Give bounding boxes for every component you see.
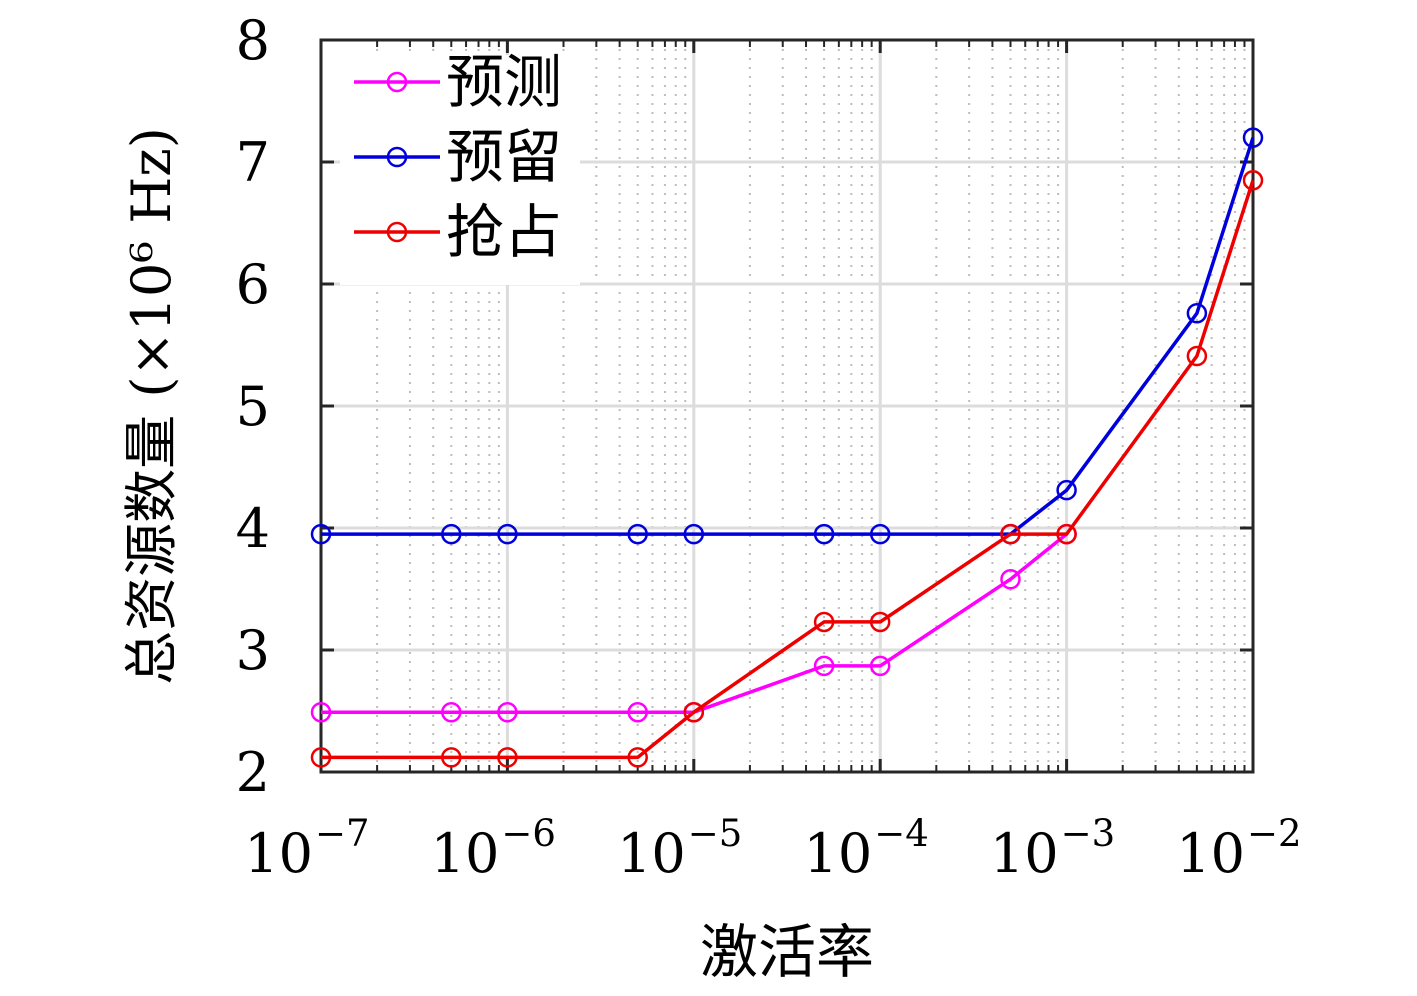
legend-box	[340, 55, 580, 285]
x-tick-label-exponent: −7	[315, 812, 370, 855]
x-tick-label-base: 10	[1176, 822, 1245, 885]
y-tick-label: 8	[236, 9, 270, 72]
x-tick-label-base: 10	[617, 822, 686, 885]
x-tick-label-base: 10	[803, 822, 872, 885]
x-axis-label: 激活率	[700, 918, 874, 986]
x-tick-label: 10 −4	[803, 812, 928, 885]
y-tick-label: 4	[236, 497, 270, 560]
data-point	[310, 523, 332, 545]
data-point	[813, 611, 835, 633]
data-point	[683, 701, 705, 723]
data-point	[1000, 523, 1021, 545]
x-tick-label: 10 −3	[990, 812, 1115, 885]
x-tick-label-base: 10	[244, 822, 313, 885]
y-tick-label: 5	[236, 375, 270, 438]
y-tick-label: 6	[236, 253, 270, 316]
y-tick-label: 7	[236, 131, 270, 194]
x-tick-label: 10 −2	[1176, 812, 1301, 885]
data-point	[627, 701, 648, 723]
data-point	[441, 523, 462, 545]
x-tick-label-exponent: −4	[874, 812, 929, 855]
data-point	[627, 747, 648, 768]
series-预留	[310, 127, 1264, 545]
x-tick-labels: 10 −7 10 −6 10 −5 10 −4 10 −3 10 −2	[244, 812, 1301, 885]
data-point	[1242, 170, 1264, 191]
data-point	[310, 701, 332, 723]
x-tick-label-base: 10	[431, 822, 500, 885]
data-point	[869, 611, 891, 633]
legend-swatch-marker	[386, 71, 408, 93]
x-tick-label-exponent: −5	[688, 812, 743, 855]
data-point	[813, 523, 835, 545]
data-point	[1186, 303, 1208, 324]
legend-label: 预留	[446, 123, 562, 191]
x-tick-label: 10 −6	[431, 812, 556, 885]
x-tick-label: 10 −7	[244, 812, 369, 885]
data-point	[497, 747, 518, 768]
x-tick-label-exponent: −3	[1061, 812, 1116, 855]
x-tick-label-exponent: −6	[501, 812, 556, 855]
series-group	[310, 127, 1264, 768]
data-point	[813, 655, 835, 677]
data-point	[1000, 568, 1021, 590]
x-tick-label-exponent: −2	[1247, 812, 1302, 855]
legend-item: 抢占	[354, 198, 562, 266]
legend-item: 预测	[354, 48, 562, 116]
x-tick-label-base: 10	[990, 822, 1059, 885]
data-point	[627, 523, 648, 545]
data-point	[310, 747, 332, 768]
x-tick-label: 10 −5	[617, 812, 742, 885]
legend-swatch-marker	[386, 146, 408, 168]
data-point	[1056, 479, 1077, 501]
data-point	[441, 747, 462, 768]
legend-swatch-marker	[386, 221, 408, 243]
legend-label: 抢占	[446, 198, 562, 266]
data-point	[869, 655, 891, 677]
data-point	[683, 523, 705, 545]
series-line	[321, 137, 1255, 536]
legend-label: 预测	[446, 48, 562, 116]
data-point	[497, 523, 518, 545]
series-line	[321, 179, 1255, 760]
data-point	[441, 701, 462, 723]
y-tick-label: 2	[236, 741, 270, 804]
data-point	[497, 701, 518, 723]
data-point	[1242, 127, 1264, 148]
data-point	[1186, 345, 1208, 367]
data-point	[869, 523, 891, 545]
legend-item: 预留	[354, 123, 562, 191]
y-tick-labels: 2 3 4 5 6 7 8	[236, 9, 270, 804]
series-抢占	[310, 170, 1264, 768]
y-tick-label: 3	[236, 619, 270, 682]
y-axis-label: 总资源数量 (×10⁶ Hz)	[120, 127, 183, 685]
data-point	[1056, 523, 1077, 545]
